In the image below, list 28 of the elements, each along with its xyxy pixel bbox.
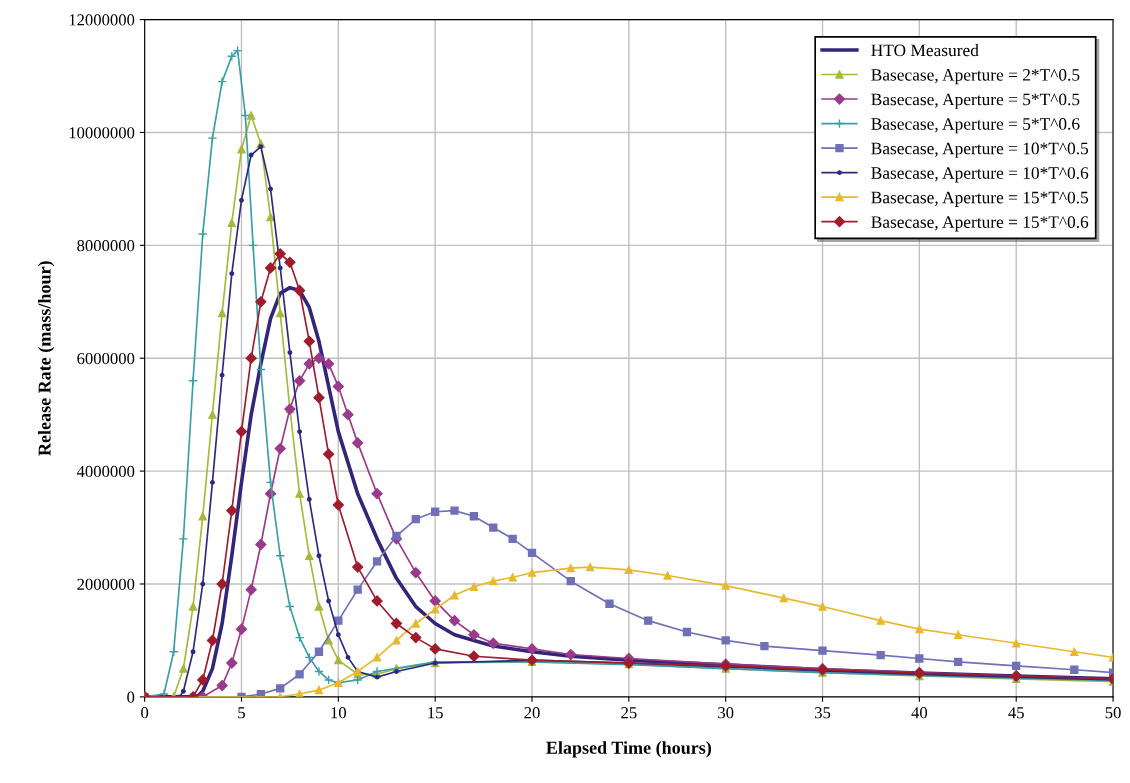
y-tick-label: 6000000 bbox=[77, 352, 135, 365]
legend-label: Basecase, Aperture = 10*T^0.5 bbox=[871, 142, 1089, 158]
legend-label: Basecase, Aperture = 5*T^0.5 bbox=[871, 93, 1080, 109]
x-tick-label: 15 bbox=[428, 707, 443, 719]
legend-label: Basecase, Aperture = 15*T^0.5 bbox=[871, 191, 1089, 207]
legend-label: Basecase, Aperture = 2*T^0.5 bbox=[871, 69, 1080, 85]
x-tick-label: 40 bbox=[911, 707, 928, 719]
y-tick-label: 4000000 bbox=[76, 465, 135, 478]
legend-label: Basecase, Aperture = 15*T^0.6 bbox=[871, 216, 1089, 232]
y-tick-label: 0 bbox=[127, 691, 135, 703]
x-tick-label: 5 bbox=[238, 707, 245, 719]
x-tick-label: 30 bbox=[718, 707, 734, 719]
y-tick-label: 12000000 bbox=[69, 14, 135, 26]
x-axis-title: Elapsed Time (hours) bbox=[546, 741, 711, 758]
y-tick-label: 2000000 bbox=[77, 578, 135, 590]
x-tick-label: 35 bbox=[814, 707, 831, 719]
legend-label: HTO Measured bbox=[871, 43, 979, 57]
x-tick-label: 20 bbox=[524, 707, 540, 719]
legend-label: Basecase, Aperture = 10*T^0.6 bbox=[871, 167, 1089, 183]
y-tick-label: 8000000 bbox=[77, 240, 135, 252]
x-tick-label: 25 bbox=[621, 707, 637, 719]
x-tick-label: 10 bbox=[331, 707, 347, 719]
y-tick-label: 10000000 bbox=[69, 127, 135, 139]
x-tick-label: 0 bbox=[141, 707, 149, 719]
y-axis-title: Release Rate (mass/hour) bbox=[37, 261, 55, 456]
x-tick-label: 50 bbox=[1105, 707, 1121, 719]
x-tick-label: 45 bbox=[1008, 707, 1024, 719]
legend-label: Basecase, Aperture = 5*T^0.6 bbox=[871, 118, 1080, 134]
